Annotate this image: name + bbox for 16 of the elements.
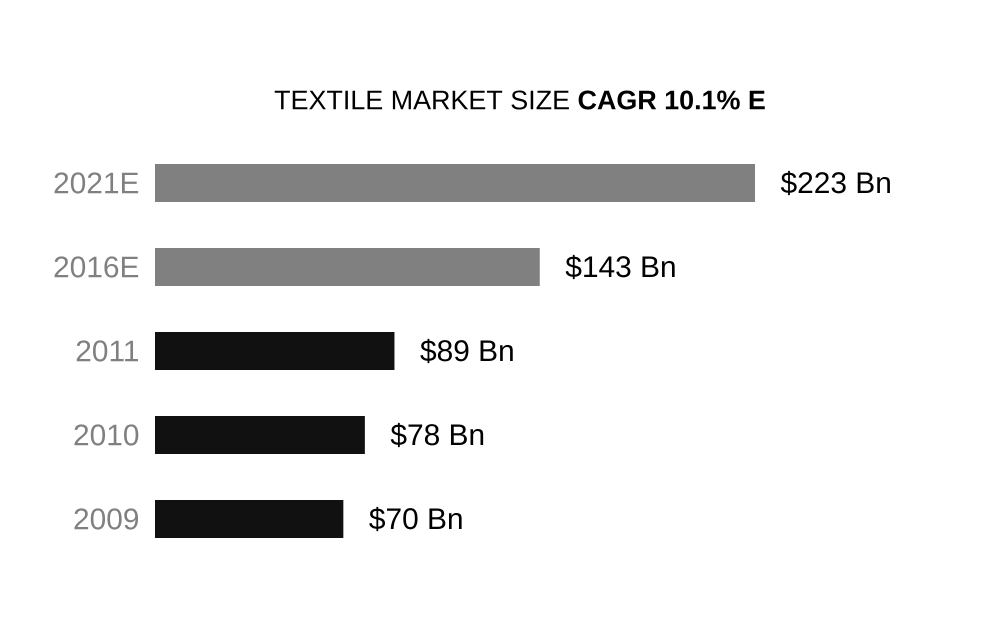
data-label: $223 Bn xyxy=(780,170,890,196)
bar xyxy=(155,164,756,202)
y-tick-label: 2010 xyxy=(74,424,138,446)
chart-title: TEXTILE MARKET SIZE CAGR 10.1% E xyxy=(274,90,765,110)
y-tick-label: 2021E xyxy=(54,172,138,194)
data-label: $70 Bn xyxy=(369,506,462,532)
bar xyxy=(155,416,365,454)
y-tick-label: 2011 xyxy=(76,340,138,362)
y-tick-label: 2016E xyxy=(54,256,138,278)
data-label: $143 Bn xyxy=(566,254,675,280)
bar xyxy=(155,500,344,538)
data-label: $78 Bn xyxy=(390,422,484,448)
bar xyxy=(155,332,394,370)
bar xyxy=(155,248,540,286)
data-label: $89 Bn xyxy=(420,338,513,364)
y-tick-label: 2009 xyxy=(74,508,138,530)
